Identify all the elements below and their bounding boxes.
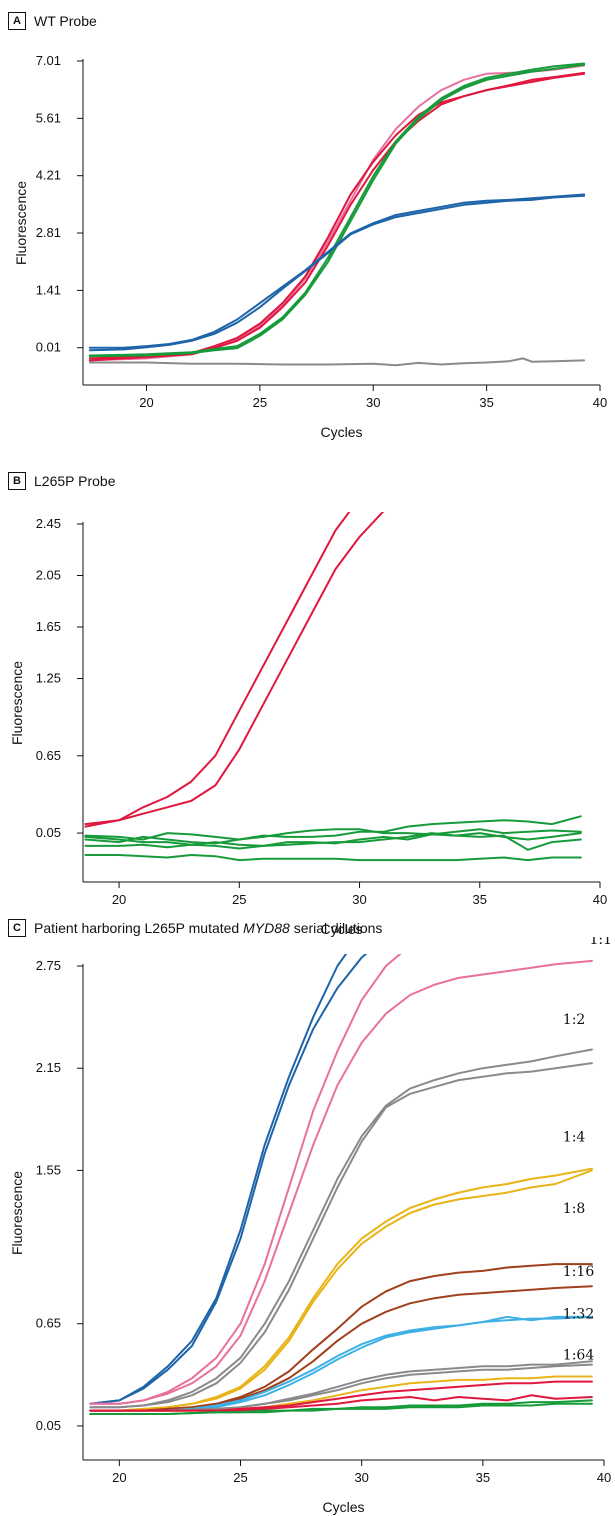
y-tick-label: 2.75 bbox=[36, 958, 61, 973]
series-group bbox=[88, 62, 586, 367]
y-tick-label: 0.65 bbox=[36, 748, 61, 763]
panel-c-header: C Patient harboring L265P mutated MYD88 … bbox=[8, 917, 382, 939]
panel-c-title-text: Patient harboring L265P mutated bbox=[34, 920, 244, 936]
panel-b-title-text: L265P Probe bbox=[34, 473, 116, 489]
series-line-5 bbox=[88, 62, 586, 357]
series-line-7 bbox=[84, 854, 582, 862]
series-line-10 bbox=[89, 1285, 593, 1412]
y-tick-label: 7.01 bbox=[36, 53, 61, 68]
series-group bbox=[84, 512, 582, 862]
y-tick-label: 2.05 bbox=[36, 568, 61, 583]
series-line-3 bbox=[89, 954, 402, 1405]
panel-a: A WT Probe 20 25 30 35 40 0.01 1.41 2.81 4.21 5.6… bbox=[0, 10, 615, 500]
x-tick-label: 20 bbox=[139, 395, 153, 410]
series-line-6 bbox=[84, 833, 582, 851]
series-line-8 bbox=[88, 357, 586, 367]
x-tick-label: 35 bbox=[473, 892, 487, 907]
x-tick-label: 25 bbox=[233, 1470, 247, 1485]
series-line-17 bbox=[89, 1394, 593, 1412]
dilution-label: 1:32 bbox=[563, 1307, 594, 1323]
x-tick-label: 40 bbox=[597, 1470, 611, 1485]
y-tick-label: 1.25 bbox=[36, 671, 61, 686]
x-tick-label: 25 bbox=[232, 892, 246, 907]
panel-a-header: A WT Probe bbox=[8, 10, 97, 32]
y-tick-label: 2.81 bbox=[36, 225, 61, 240]
y-tick-label: 0.65 bbox=[36, 1316, 61, 1331]
panel-a-title: WT Probe bbox=[34, 13, 97, 29]
x-tick-label: 20 bbox=[112, 892, 126, 907]
series-line-8 bbox=[89, 1169, 593, 1412]
x-tick-label: 40 bbox=[593, 395, 607, 410]
series-line-3 bbox=[84, 828, 582, 841]
x-tick-label: 30 bbox=[352, 892, 366, 907]
series-line-5 bbox=[89, 1048, 593, 1409]
dilution-label: 1:16 bbox=[563, 1264, 595, 1280]
x-tick-label: 20 bbox=[112, 1470, 126, 1485]
y-tick-label: 1.65 bbox=[36, 619, 61, 634]
series-line-7 bbox=[89, 1167, 593, 1412]
series-line-2 bbox=[84, 512, 385, 826]
series-group bbox=[89, 954, 593, 1415]
y-tick-label: 2.15 bbox=[36, 1060, 61, 1075]
series-line-4 bbox=[84, 815, 582, 845]
y-tick-label: 0.05 bbox=[36, 1418, 61, 1433]
x-tick-label: 35 bbox=[479, 395, 493, 410]
series-line-1 bbox=[89, 954, 348, 1405]
series-line-4 bbox=[88, 63, 586, 358]
panel-a-badge: A bbox=[8, 12, 26, 30]
series-line-3 bbox=[88, 71, 586, 362]
panel-b-title: L265P Probe bbox=[34, 473, 115, 489]
panel-c-title-italic: MYD88 bbox=[243, 920, 290, 936]
series-line-14 bbox=[89, 1363, 593, 1412]
y-tick-label: 5.61 bbox=[36, 110, 61, 125]
x-tick-label: 35 bbox=[476, 1470, 490, 1485]
x-tick-label: 25 bbox=[253, 395, 267, 410]
dilution-label: 1:8 bbox=[563, 1201, 586, 1217]
series-line-1 bbox=[84, 512, 351, 828]
series-line-11 bbox=[89, 1315, 593, 1412]
dilution-label: 1:2 bbox=[563, 1012, 586, 1028]
series-line-7 bbox=[88, 194, 586, 352]
panel-b-badge: B bbox=[8, 472, 26, 490]
series-line-2 bbox=[89, 954, 368, 1405]
panel-c-badge: C bbox=[8, 919, 26, 937]
y-tick-label: 1.41 bbox=[36, 282, 61, 297]
y-axis-label: Fluorescence bbox=[9, 661, 25, 745]
panel-b-header: B L265P Probe bbox=[8, 470, 115, 492]
panel-c: C Patient harboring L265P mutated MYD88 … bbox=[0, 917, 615, 1516]
x-tick-label: 40 bbox=[593, 892, 607, 907]
y-axis-label: Fluorescence bbox=[9, 1171, 25, 1255]
dilution-label: 1:4 bbox=[563, 1129, 586, 1145]
x-axis-label: Cycles bbox=[320, 921, 362, 937]
panel-c-title-after: serial dilutions bbox=[289, 920, 383, 936]
dilution-label: 1:64 bbox=[563, 1347, 595, 1363]
y-axis-label: Fluorescence bbox=[13, 181, 29, 265]
panel-c-title: Patient harboring L265P mutated MYD88 se… bbox=[34, 920, 382, 936]
series-line-19 bbox=[89, 1402, 593, 1415]
panel-a-chart: 20 25 30 35 40 0.01 1.41 2.81 4.21 5.61 7.01 Cycles… bbox=[13, 53, 607, 440]
y-tick-label: 0.01 bbox=[36, 340, 61, 355]
x-axis-label: Cycles bbox=[320, 424, 362, 440]
y-tick-label: 4.21 bbox=[36, 168, 61, 183]
panel-b: B L265P Probe 20 25 30 35 40 0.05 0.65 1.25 1.65… bbox=[0, 470, 615, 940]
panel-c-chart: 20 25 30 35 40 0.05 0.65 1.55 2.15 2.75 Cycles Fluo… bbox=[9, 937, 612, 1515]
dilution-label: 1:1 bbox=[589, 937, 612, 948]
y-tick-label: 1.55 bbox=[36, 1162, 61, 1177]
y-tick-label: 0.05 bbox=[36, 825, 61, 840]
series-line-6 bbox=[89, 1062, 593, 1409]
series-line-1 bbox=[88, 64, 586, 362]
series-line-12 bbox=[89, 1315, 593, 1412]
x-tick-label: 30 bbox=[354, 1470, 368, 1485]
series-line-4 bbox=[89, 959, 593, 1405]
panel-b-chart: 20 25 30 35 40 0.05 0.65 1.25 1.65 2.05 2.45 Cycles… bbox=[9, 512, 607, 937]
panel-a-title-text: WT Probe bbox=[34, 13, 97, 29]
series-line-6 bbox=[88, 193, 586, 349]
x-tick-label: 30 bbox=[366, 395, 380, 410]
y-tick-label: 2.45 bbox=[36, 516, 61, 531]
x-axis-label: Cycles bbox=[322, 1499, 364, 1515]
series-line-2 bbox=[88, 72, 586, 360]
